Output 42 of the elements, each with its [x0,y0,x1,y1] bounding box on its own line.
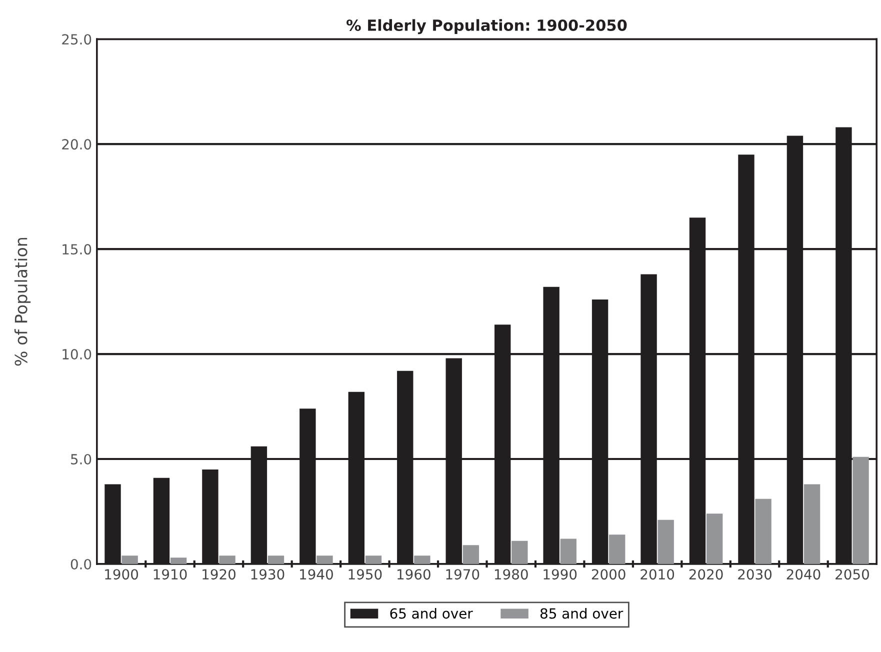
x-tick-label: 1950 [348,569,382,580]
bar [268,556,284,564]
bar [219,556,236,564]
legend-label: 65 and over [390,608,473,619]
bar [609,534,626,564]
y-tick-label: 10.0 [62,349,92,360]
x-tick-label: 2030 [738,569,772,580]
x-tick-label: 1960 [398,569,430,580]
x-tick-label: 1990 [544,569,577,580]
bar [462,545,480,564]
bar [414,556,430,564]
bar [658,520,674,564]
x-tick-label: 2000 [592,569,626,580]
x-tick-label: 1930 [251,569,284,580]
x-tick-label: 1970 [446,569,480,580]
chart-title: % Elderly Population: 1900-2050 [346,19,627,34]
x-tick-label: 1920 [202,569,236,580]
x-tick-label: 2050 [836,569,869,580]
y-tick-label: 15.0 [62,244,92,255]
bar [852,456,869,564]
x-tick-label: 1910 [154,569,187,580]
y-tick-label: 25.0 [62,34,92,45]
bar [512,540,528,564]
y-axis-title: % of Population [14,238,31,366]
y-tick-label: 0.0 [70,558,92,570]
x-tick-label: 1940 [300,569,333,580]
y-tick-label: 20.0 [62,139,92,150]
x-tick-label: 2040 [786,569,820,580]
bar [804,484,820,564]
y-tick-label: 5.0 [71,454,92,464]
x-tick-label: 2020 [689,569,723,580]
bar [755,498,772,564]
bar [365,556,382,564]
bar [706,514,723,564]
bar [170,558,187,564]
bar [122,556,138,564]
x-tick-label: 1900 [105,569,138,580]
bar [560,538,576,564]
legend-label: 85 and over [540,608,624,619]
x-tick-label: 2010 [640,569,674,580]
x-tick-label: 1980 [494,569,528,580]
bar [316,556,333,564]
